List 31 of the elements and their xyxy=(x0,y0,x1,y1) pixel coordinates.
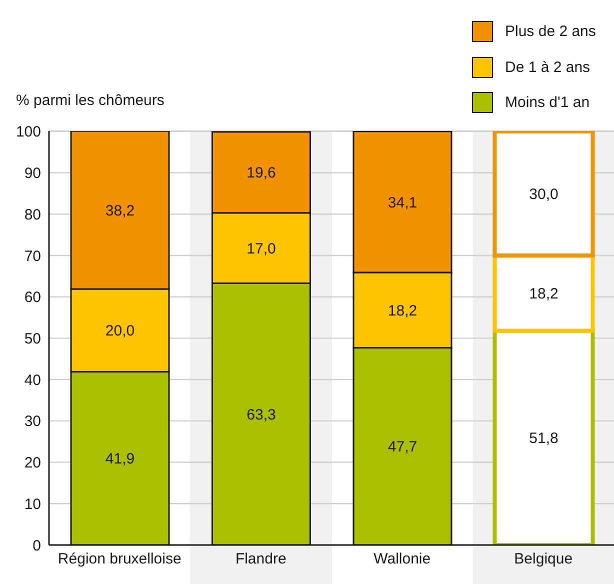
y-tick-label: 100 xyxy=(16,124,41,141)
y-tick-label: 30 xyxy=(24,413,41,430)
data-label: 38,2 xyxy=(105,202,135,220)
y-tick-label: 40 xyxy=(24,372,41,389)
data-label: 18,2 xyxy=(388,302,418,320)
data-label: 34,1 xyxy=(388,194,418,212)
y-tick-label: 90 xyxy=(24,165,41,182)
y-tick-label: 60 xyxy=(24,289,41,306)
x-tick-label: Wallonie xyxy=(374,550,431,568)
legend-label: De 1 à 2 ans xyxy=(505,58,590,76)
x-tick-label: Flandre xyxy=(235,550,286,568)
data-label: 63,3 xyxy=(246,406,276,424)
y-tick-label: 70 xyxy=(24,248,41,265)
y-tick-label: 20 xyxy=(24,454,41,472)
y-tick-label: 10 xyxy=(24,496,41,513)
y-tick-label: 50 xyxy=(24,330,41,348)
y-tick-label: 80 xyxy=(24,206,41,224)
legend-label: Plus de 2 ans xyxy=(505,23,596,40)
y-axis-title: % parmi les chômeurs xyxy=(16,92,164,109)
x-tick-label: Belgique xyxy=(514,550,573,568)
legend-label: Moins d'1 an xyxy=(505,94,590,112)
data-label: 18,2 xyxy=(529,285,558,302)
y-tick-label: 0 xyxy=(32,537,41,554)
data-label: 41,9 xyxy=(105,450,135,468)
data-label: 20,0 xyxy=(105,322,135,340)
data-label: 17,0 xyxy=(246,240,276,258)
data-label: 30,0 xyxy=(529,186,558,203)
x-tick-label: Région bruxelloise xyxy=(58,550,182,568)
data-label: 19,6 xyxy=(246,164,276,182)
data-label: 51,8 xyxy=(529,430,558,448)
data-label: 47,7 xyxy=(388,438,418,456)
